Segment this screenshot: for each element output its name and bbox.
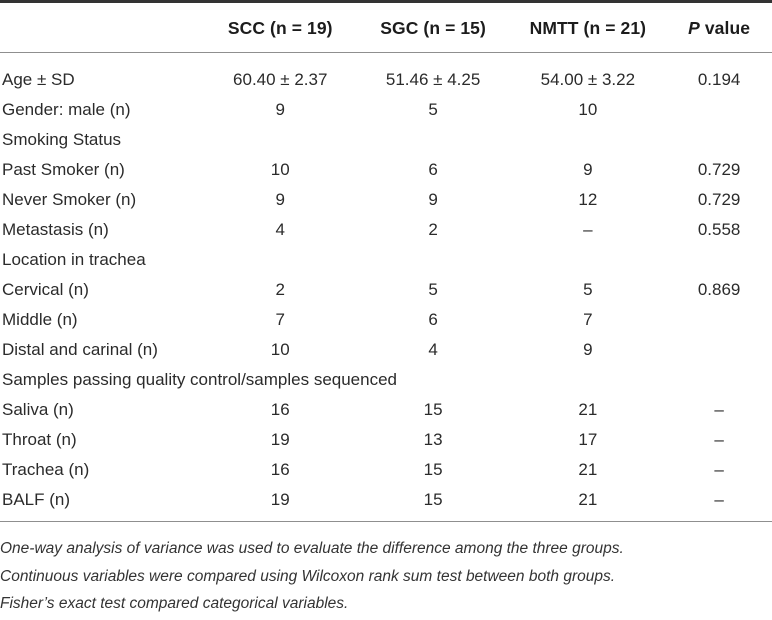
cell-sgc: 6 xyxy=(428,160,438,179)
section-label: Location in trachea xyxy=(2,250,146,269)
table-row: Distal and carinal (n) 10 4 9 xyxy=(0,335,772,365)
cell-nmtt: – xyxy=(583,220,593,239)
cell-scc: 2 xyxy=(275,280,285,299)
cell-sgc: 9 xyxy=(428,190,438,209)
table-row: Throat (n) 19 13 17 – xyxy=(0,425,772,455)
cell-sgc: 4 xyxy=(428,340,438,359)
cell-p-value: 0.729 xyxy=(697,160,741,179)
cell-p-value: 0.194 xyxy=(697,70,741,89)
cell-p-value: 0.558 xyxy=(697,220,741,239)
cell-scc: 16 xyxy=(270,460,290,479)
cell-p-value: 0.869 xyxy=(697,280,741,299)
cell-scc: 60.40 ± 2.37 xyxy=(233,70,328,89)
cell-scc: 4 xyxy=(275,220,285,239)
cell-nmtt: 21 xyxy=(578,490,598,509)
table-footnotes: One-way analysis of variance was used to… xyxy=(0,535,772,618)
cell-nmtt: 21 xyxy=(578,400,598,419)
section-row: Smoking Status xyxy=(0,125,772,155)
table-row: Trachea (n) 16 15 21 – xyxy=(0,455,772,485)
table-row: Age ± SD 60.40 ± 2.37 51.46 ± 4.25 54.00 ± … xyxy=(0,53,772,96)
section-row: Samples passing quality control/samples … xyxy=(0,365,772,395)
section-label: Smoking Status xyxy=(2,130,122,149)
cell-sgc: 51.46 ± 4.25 xyxy=(385,70,481,89)
cell-nmtt: 5 xyxy=(583,280,593,299)
cell-nmtt: 54.00 ± 3.22 xyxy=(540,70,636,89)
cell-scc: 9 xyxy=(275,190,285,209)
header-empty-cell xyxy=(0,1,204,53)
footnote-fisher: Fisher’s exact test compared categorical… xyxy=(0,595,349,612)
cell-nmtt: 9 xyxy=(583,160,593,179)
row-label: Distal and carinal (n) xyxy=(2,340,158,359)
row-label: Never Smoker (n) xyxy=(2,190,137,209)
cell-p-value: – xyxy=(714,430,724,449)
row-label: Middle (n) xyxy=(2,310,78,329)
cell-scc: 16 xyxy=(270,400,290,419)
cell-sgc: 5 xyxy=(428,100,438,119)
cell-nmtt: 7 xyxy=(583,310,593,329)
cell-p-value: – xyxy=(714,400,724,419)
row-label: Age ± SD xyxy=(2,70,75,89)
header-nmtt: NMTT (n = 21) xyxy=(509,1,667,53)
p-value-rest: value xyxy=(699,18,751,38)
cell-p-value xyxy=(666,95,772,125)
cell-sgc: 15 xyxy=(423,400,443,419)
table-row: Saliva (n) 16 15 21 – xyxy=(0,395,772,425)
characteristics-table: SCC (n = 19) SGC (n = 15) NMTT (n = 21) … xyxy=(0,0,772,522)
cell-p-value xyxy=(666,305,772,335)
table-row: Metastasis (n) 4 2 – 0.558 xyxy=(0,215,772,245)
row-label: Trachea (n) xyxy=(2,460,90,479)
footnote-anova: One-way analysis of variance was used to… xyxy=(0,540,624,557)
row-label: Cervical (n) xyxy=(2,280,89,299)
footnote-wilcoxon: Continuous variables were compared using… xyxy=(0,567,616,585)
cell-p-value: 0.729 xyxy=(697,190,741,209)
row-label: Past Smoker (n) xyxy=(2,160,125,179)
cell-sgc: 5 xyxy=(428,280,438,299)
cell-p-value: – xyxy=(714,460,724,479)
header-scc: SCC (n = 19) xyxy=(203,1,357,53)
cell-sgc: 2 xyxy=(428,220,438,239)
cell-scc: 10 xyxy=(270,340,290,359)
header-p-value: P value xyxy=(666,1,772,53)
section-row: Location in trachea xyxy=(0,245,772,275)
header-sgc: SGC (n = 15) xyxy=(356,1,510,53)
table-row: Past Smoker (n) 10 6 9 0.729 xyxy=(0,155,772,185)
row-label: BALF (n) xyxy=(2,490,71,509)
row-label: Throat (n) xyxy=(2,430,77,449)
cell-scc: 9 xyxy=(275,100,285,119)
cell-scc: 19 xyxy=(270,430,290,449)
cell-nmtt: 17 xyxy=(578,430,598,449)
cell-scc: 19 xyxy=(270,490,290,509)
table-row: Gender: male (n) 9 5 10 xyxy=(0,95,772,125)
cell-sgc: 6 xyxy=(428,310,438,329)
table-row: Never Smoker (n) 9 9 12 0.729 xyxy=(0,185,772,215)
cell-p-value xyxy=(666,335,772,365)
cell-nmtt: 10 xyxy=(578,100,598,119)
cell-sgc: 15 xyxy=(423,490,443,509)
p-value-italic-p: P xyxy=(688,18,700,38)
table-row: BALF (n) 19 15 21 – xyxy=(0,485,772,522)
cell-scc: 10 xyxy=(270,160,290,179)
cell-sgc: 13 xyxy=(423,430,443,449)
row-label: Metastasis (n) xyxy=(2,220,109,239)
row-label: Gender: male (n) xyxy=(2,100,131,119)
table-row: Middle (n) 7 6 7 xyxy=(0,305,772,335)
cell-nmtt: 21 xyxy=(578,460,598,479)
section-label: Samples passing quality control/samples … xyxy=(2,370,398,389)
cell-sgc: 15 xyxy=(423,460,443,479)
cell-nmtt: 9 xyxy=(583,340,593,359)
cell-scc: 7 xyxy=(275,310,285,329)
cell-p-value: – xyxy=(714,490,724,509)
row-label: Saliva (n) xyxy=(2,400,74,419)
cell-nmtt: 12 xyxy=(578,190,598,209)
table-header-row: SCC (n = 19) SGC (n = 15) NMTT (n = 21) … xyxy=(0,1,772,53)
table-row: Cervical (n) 2 5 5 0.869 xyxy=(0,275,772,305)
